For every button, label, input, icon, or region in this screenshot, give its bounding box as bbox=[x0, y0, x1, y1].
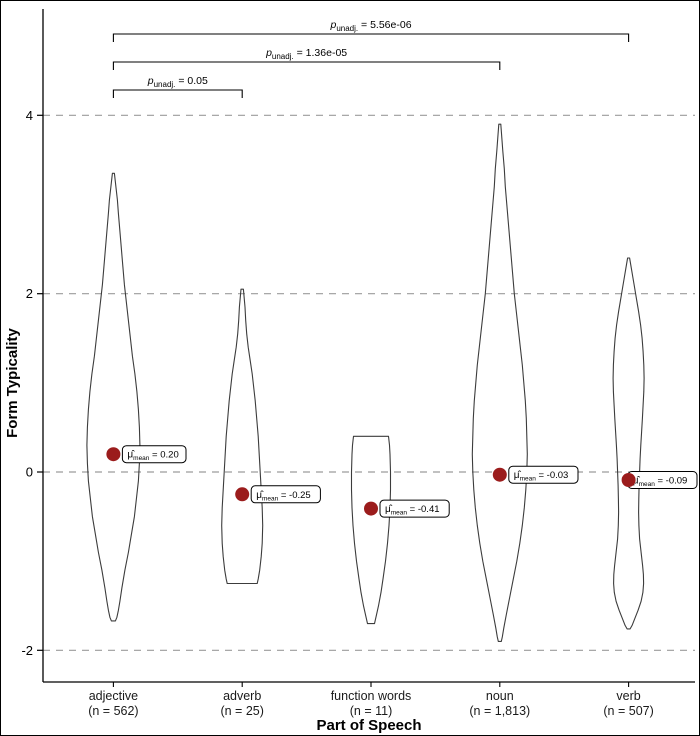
mean-dot-function-words bbox=[364, 501, 378, 516]
mean-label-text: μ̂mean = 0.20 bbox=[127, 449, 178, 463]
mean-dot-noun bbox=[492, 467, 507, 482]
mean-label-text: μ̂mean = -0.09 bbox=[633, 475, 688, 489]
x-tick-n-label: (n = 25) bbox=[220, 704, 263, 718]
y-tick-label: 4 bbox=[26, 108, 33, 123]
x-tick-n-label: (n = 11) bbox=[350, 704, 393, 718]
p-value-label: punadj. = 5.56e-06 bbox=[329, 19, 411, 33]
mean-label-text: μ̂mean = -0.41 bbox=[385, 503, 440, 516]
x-tick-n-label: (n = 1,813) bbox=[469, 704, 530, 718]
violin-function-words bbox=[350, 435, 392, 625]
x-tick-label-adverb: adverb bbox=[223, 689, 261, 703]
y-tick-label: -2 bbox=[21, 643, 33, 658]
mean-label-text: μ̂mean = -0.25 bbox=[256, 489, 311, 503]
p-value-label: punadj. = 0.05 bbox=[147, 75, 208, 89]
comparison-bracket bbox=[112, 89, 243, 98]
violin-noun bbox=[471, 123, 528, 642]
mean-dot-adverb bbox=[235, 487, 250, 502]
mean-dot-verb bbox=[621, 473, 636, 487]
mean-label-box-function-words bbox=[379, 499, 450, 518]
mean-label-text: μ̂mean = -0.03 bbox=[514, 469, 569, 483]
mean-label-box-adverb bbox=[250, 485, 321, 504]
violin-verb bbox=[612, 257, 645, 630]
comparison-bracket bbox=[112, 33, 630, 42]
mean-label-box-noun bbox=[508, 465, 579, 484]
p-value-label: punadj. = 1.36e-05 bbox=[265, 47, 347, 61]
violin-adverb bbox=[221, 288, 264, 585]
x-tick-label-function-words: function words bbox=[331, 689, 412, 703]
x-tick-n-label: (n = 507) bbox=[603, 704, 653, 718]
x-tick-label-adjective: adjective bbox=[89, 689, 138, 703]
y-tick-label: 2 bbox=[26, 286, 33, 301]
y-tick-label: 0 bbox=[26, 465, 33, 480]
x-tick-label-noun: noun bbox=[486, 689, 514, 703]
x-tick-n-label: (n = 562) bbox=[88, 704, 138, 718]
comparison-bracket bbox=[112, 61, 501, 70]
y-axis-title: Form Typicality bbox=[4, 327, 21, 437]
x-tick-label-verb: verb bbox=[616, 689, 640, 703]
mean-label-box-adjective bbox=[121, 445, 187, 464]
x-axis-title: Part of Speech bbox=[316, 717, 421, 734]
violin-adjective bbox=[86, 172, 141, 622]
mean-dot-adjective bbox=[106, 447, 121, 462]
